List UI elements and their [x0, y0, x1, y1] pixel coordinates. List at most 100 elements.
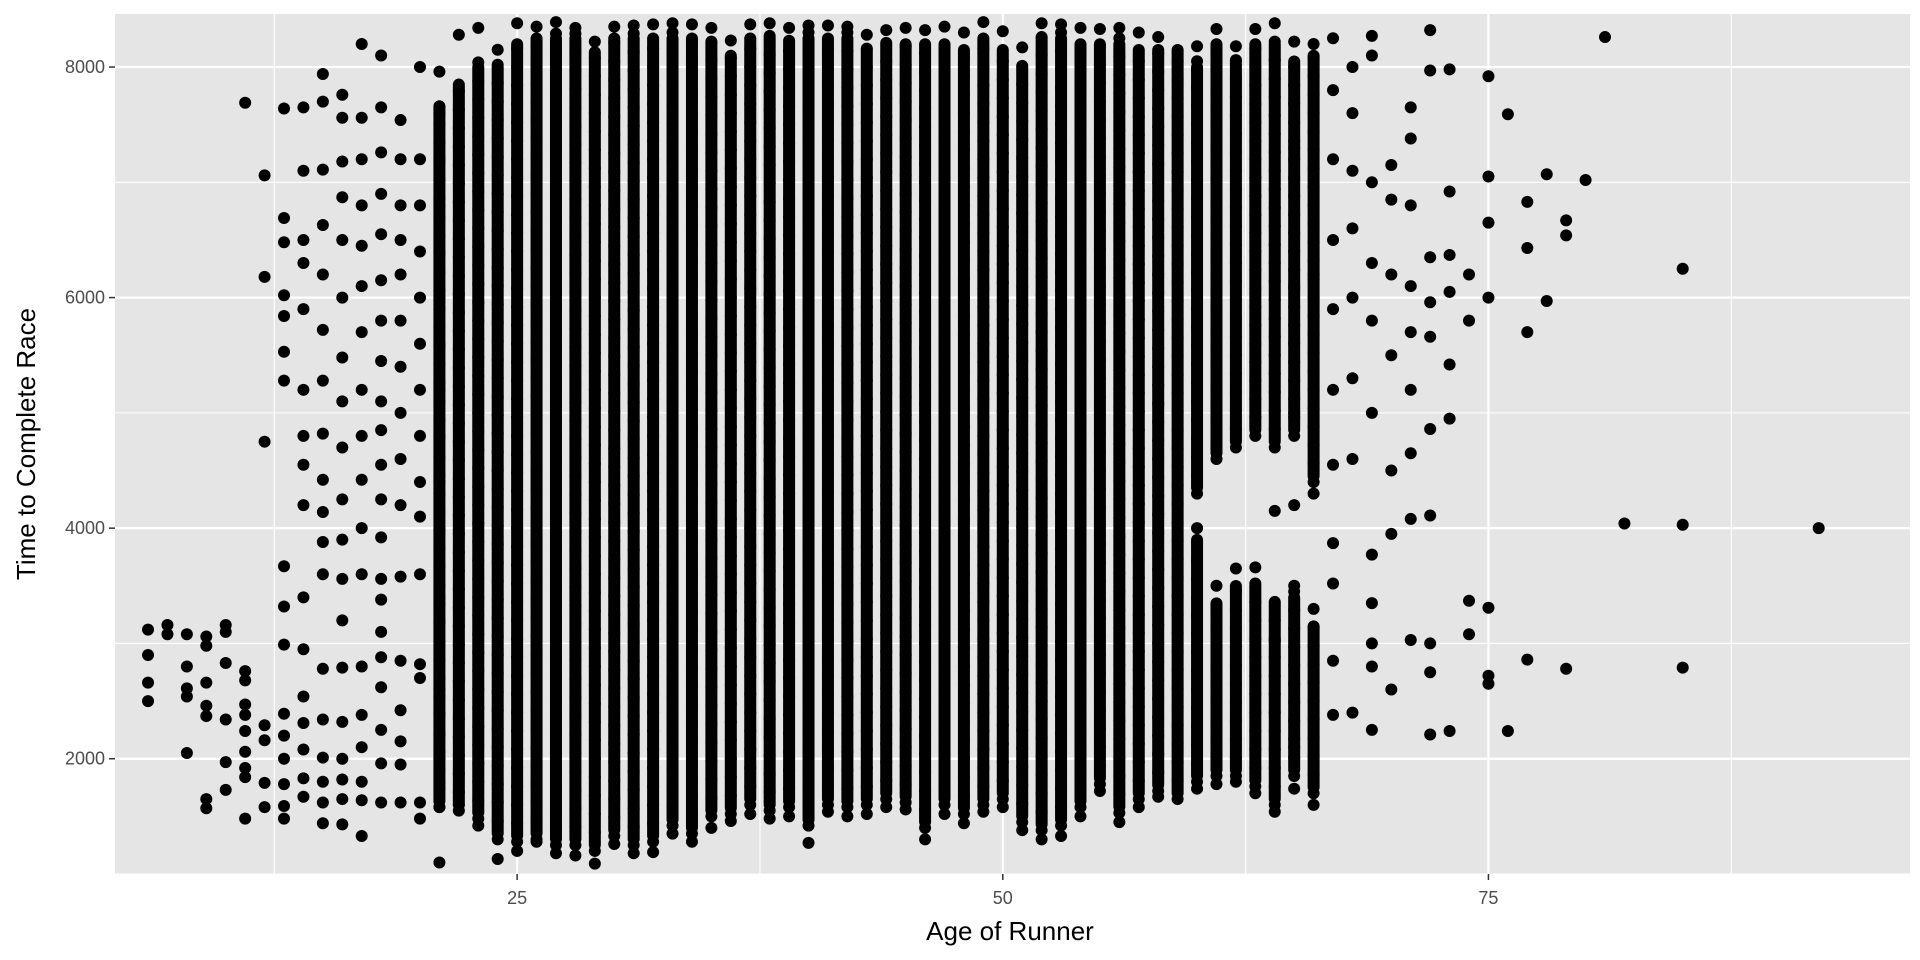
data-point	[1501, 725, 1514, 738]
data-point	[278, 560, 291, 573]
data-point-column	[1229, 580, 1242, 777]
data-point	[375, 796, 388, 809]
data-point	[413, 153, 426, 166]
data-point	[355, 111, 368, 124]
data-point	[549, 847, 562, 860]
data-point	[1210, 778, 1223, 791]
data-point	[375, 146, 388, 159]
plot-panel	[115, 14, 1910, 874]
data-point	[297, 257, 310, 270]
data-point	[413, 383, 426, 396]
data-point	[355, 239, 368, 252]
data-point	[200, 802, 213, 815]
data-point	[1521, 653, 1534, 666]
data-point	[1288, 741, 1301, 754]
data-point	[258, 169, 271, 182]
data-point	[200, 676, 213, 689]
data-point	[1307, 37, 1320, 50]
data-point-column	[1171, 43, 1184, 800]
data-point	[355, 473, 368, 486]
data-point	[1560, 229, 1573, 242]
data-point	[258, 734, 271, 747]
data-point	[588, 857, 601, 870]
data-point	[1288, 579, 1301, 592]
data-point	[763, 17, 776, 30]
data-point	[666, 827, 679, 840]
data-point	[355, 775, 368, 788]
data-point	[219, 618, 232, 631]
data-point	[355, 660, 368, 673]
data-point	[336, 661, 349, 674]
data-point	[880, 24, 893, 37]
data-point	[278, 778, 291, 791]
data-point	[161, 628, 174, 641]
data-point	[336, 572, 349, 585]
data-point	[1327, 383, 1340, 396]
data-point	[278, 729, 291, 742]
data-point	[511, 844, 524, 857]
data-point	[744, 808, 757, 821]
data-point	[685, 18, 698, 31]
data-point	[413, 658, 426, 671]
data-point-column	[744, 32, 757, 805]
data-point	[511, 17, 524, 30]
data-point	[394, 758, 407, 771]
data-point	[375, 228, 388, 241]
data-point	[355, 153, 368, 166]
data-point	[394, 499, 407, 512]
data-point-column	[569, 32, 582, 846]
data-point	[608, 838, 621, 851]
data-point	[1249, 787, 1262, 800]
data-point	[1268, 635, 1281, 648]
data-point	[239, 708, 252, 721]
data-point-column	[549, 32, 562, 846]
data-point	[530, 20, 543, 33]
data-point	[1482, 216, 1495, 229]
data-point	[180, 682, 193, 695]
data-point-column	[666, 32, 679, 826]
y-tick-labels: 2000 4000 6000 8000	[65, 57, 105, 769]
data-point	[1424, 24, 1437, 37]
data-point	[316, 817, 329, 830]
x-tick-labels: 25 50 75	[507, 888, 1498, 908]
data-point	[1074, 810, 1087, 823]
data-point-column	[957, 43, 970, 815]
data-point	[375, 314, 388, 327]
data-point	[336, 493, 349, 506]
data-point	[1521, 195, 1534, 208]
data-point	[1463, 268, 1476, 281]
data-point	[1055, 829, 1068, 842]
data-point	[1055, 18, 1068, 31]
data-point	[297, 429, 310, 442]
data-point	[1443, 358, 1456, 371]
data-point	[666, 17, 679, 30]
data-point	[1599, 31, 1612, 44]
data-point	[1365, 49, 1378, 62]
data-point	[1016, 41, 1029, 54]
data-point	[258, 719, 271, 732]
data-point	[1288, 280, 1301, 293]
data-point	[1365, 548, 1378, 561]
data-point-column	[841, 32, 854, 808]
data-point	[549, 16, 562, 29]
data-point	[899, 803, 912, 816]
data-point	[1424, 251, 1437, 264]
data-point	[336, 88, 349, 101]
data-point	[1365, 406, 1378, 419]
data-point	[491, 43, 504, 56]
data-point	[278, 812, 291, 825]
data-point	[1443, 285, 1456, 298]
data-point	[336, 395, 349, 408]
data-point	[1404, 101, 1417, 114]
data-point	[278, 102, 291, 115]
data-point	[938, 20, 951, 33]
data-point-column	[821, 32, 834, 805]
data-point	[1404, 326, 1417, 339]
data-point	[1346, 61, 1359, 74]
data-point	[297, 772, 310, 785]
data-point	[1346, 706, 1359, 719]
data-point	[316, 163, 329, 176]
data-point	[413, 429, 426, 442]
data-point	[627, 19, 640, 32]
